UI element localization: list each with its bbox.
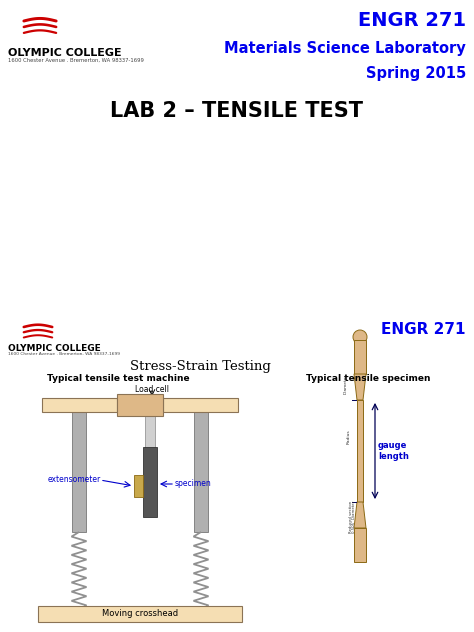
Polygon shape xyxy=(354,374,366,400)
Text: ENGR 271: ENGR 271 xyxy=(382,322,466,337)
Bar xyxy=(357,400,363,502)
Polygon shape xyxy=(354,502,366,528)
Bar xyxy=(354,340,366,374)
Bar xyxy=(194,412,208,532)
Text: Materials Science Laboratory: Materials Science Laboratory xyxy=(224,41,466,56)
Text: specimen: specimen xyxy=(175,480,212,489)
Bar xyxy=(72,412,86,532)
Bar xyxy=(134,475,143,497)
Bar xyxy=(143,447,157,517)
Bar xyxy=(38,606,242,622)
Bar xyxy=(145,412,155,449)
Text: OLYMPIC COLLEGE: OLYMPIC COLLEGE xyxy=(8,344,101,353)
Text: Diameter: Diameter xyxy=(344,374,348,394)
Circle shape xyxy=(353,330,367,344)
Text: Load cell: Load cell xyxy=(135,385,169,394)
Text: Reduced section: Reduced section xyxy=(349,501,353,533)
Bar xyxy=(163,398,238,412)
Text: 0.505" Diameter: 0.505" Diameter xyxy=(352,501,356,533)
Text: extensometer: extensometer xyxy=(48,475,101,485)
Text: Typical tensile test machine: Typical tensile test machine xyxy=(46,374,189,383)
Bar xyxy=(354,528,366,562)
Text: 1600 Chester Avenue . Bremerton, WA 98337-1699: 1600 Chester Avenue . Bremerton, WA 9833… xyxy=(8,58,144,63)
Text: LAB 2 – TENSILE TEST: LAB 2 – TENSILE TEST xyxy=(110,101,364,121)
Text: Stress-Strain Testing: Stress-Strain Testing xyxy=(129,360,271,373)
Text: Moving crosshead: Moving crosshead xyxy=(102,609,178,619)
Bar xyxy=(117,394,163,416)
Bar xyxy=(42,398,117,412)
Text: Radius: Radius xyxy=(347,430,351,444)
Text: 1600 Chester Avenue . Bremerton, WA 98337-1699: 1600 Chester Avenue . Bremerton, WA 9833… xyxy=(8,352,120,356)
Text: ENGR 271: ENGR 271 xyxy=(358,11,466,30)
Text: gauge
length: gauge length xyxy=(378,441,409,461)
Text: OLYMPIC COLLEGE: OLYMPIC COLLEGE xyxy=(8,48,122,58)
Text: Typical tensile specimen: Typical tensile specimen xyxy=(306,374,430,383)
Text: Spring 2015: Spring 2015 xyxy=(366,66,466,81)
